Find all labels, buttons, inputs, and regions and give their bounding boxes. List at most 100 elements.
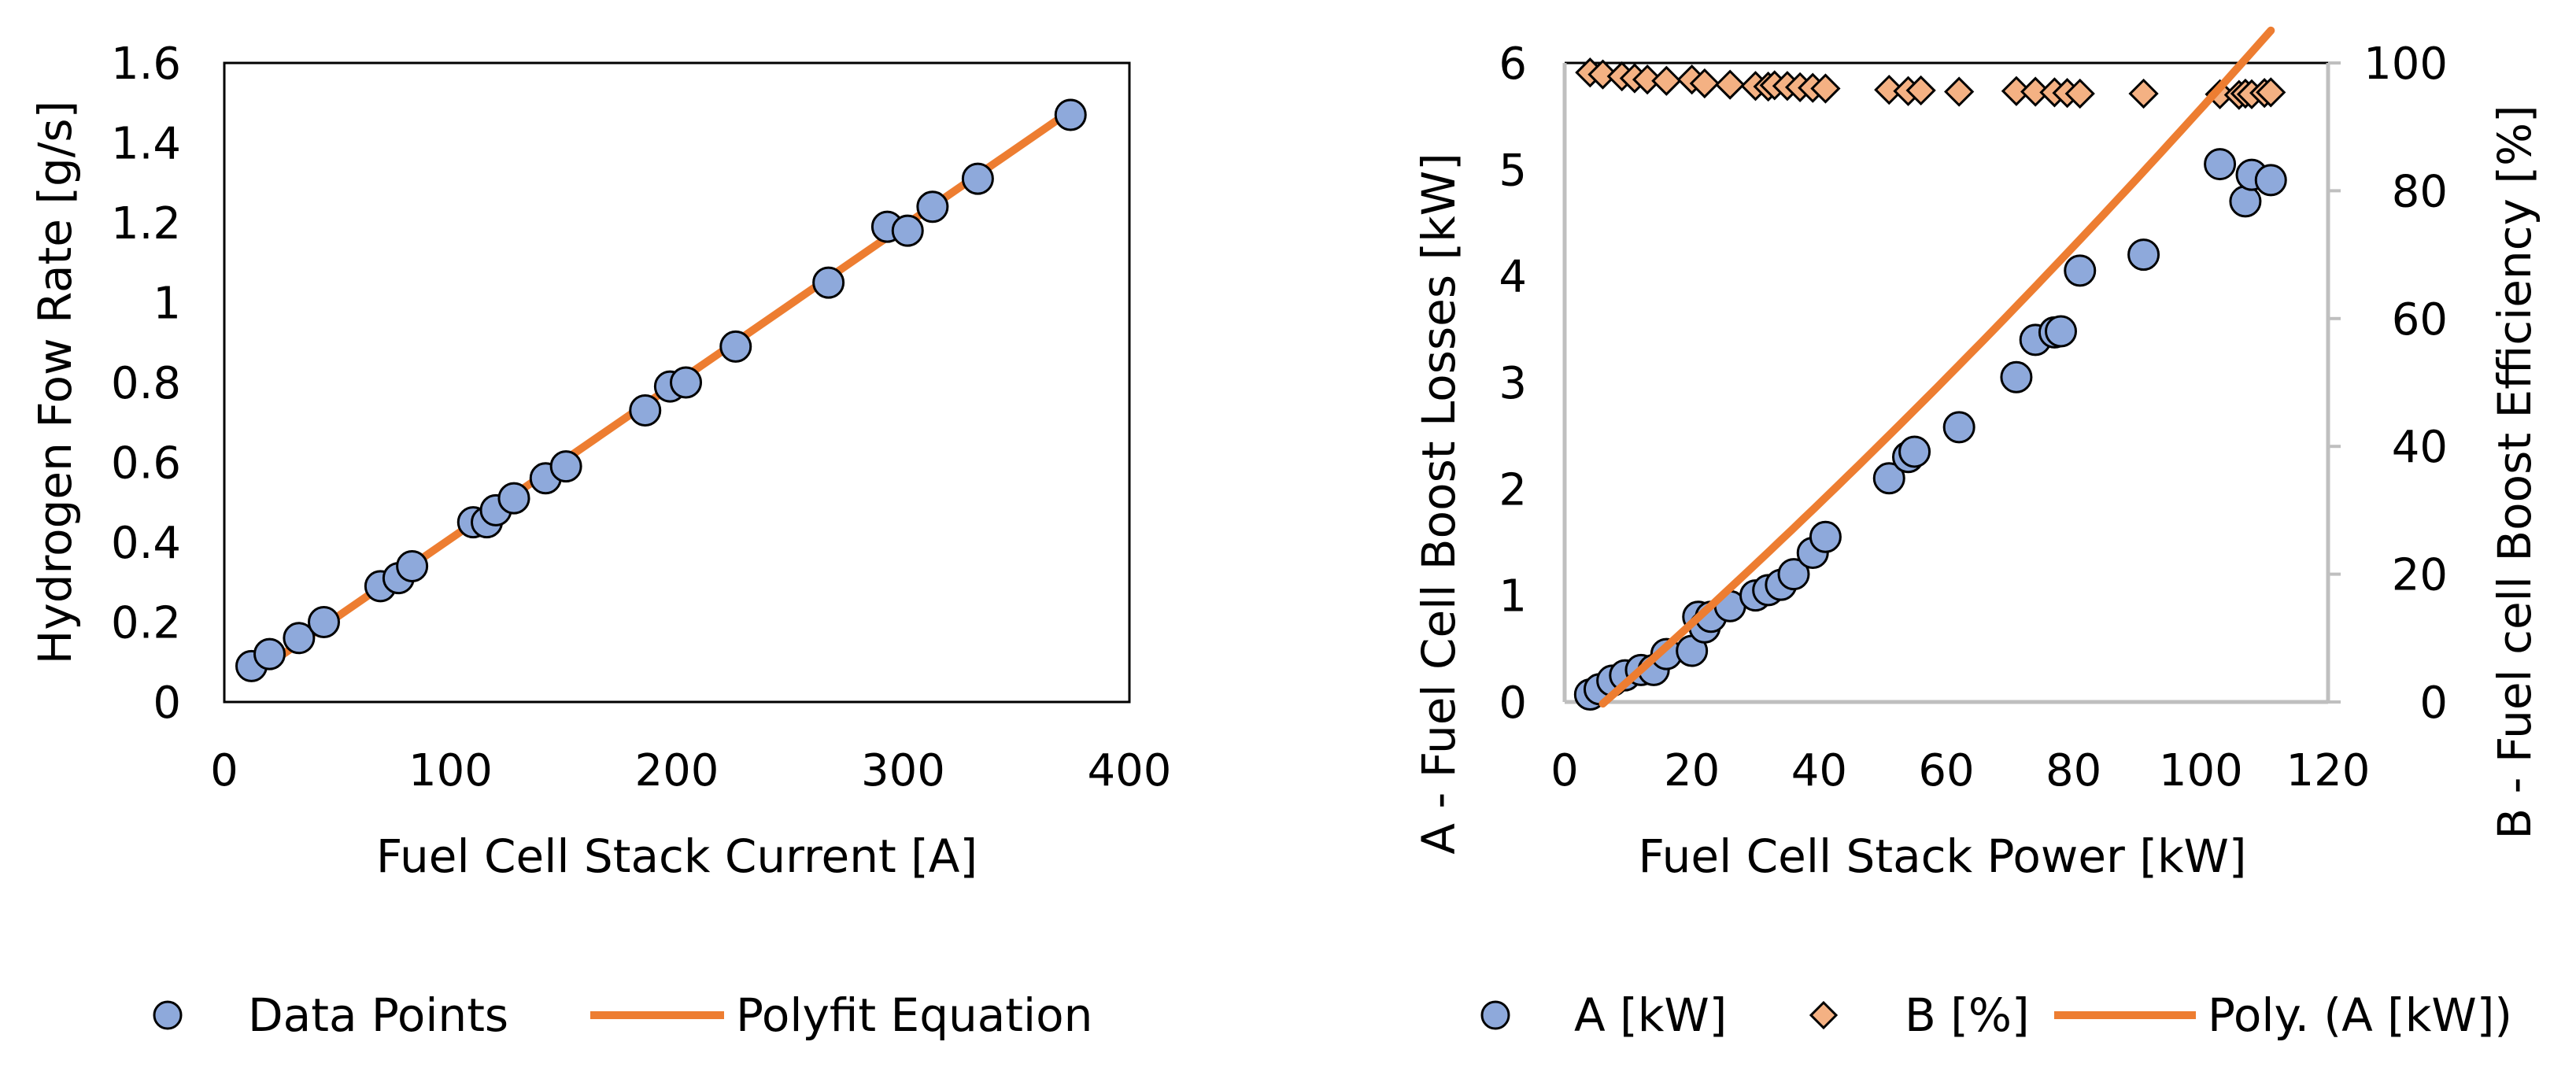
right-right-y-tick-label: 60 [2392,294,2448,345]
legend-data-points-label: Data Points [248,988,508,1042]
legend-b-marker [1809,1000,1839,1030]
right-right-y-tick-labels: 0 20 40 60 80 100 [2328,39,2448,729]
right-efficiency-diamond [1874,74,1905,105]
right-loss-point [2064,254,2097,287]
right-left-y-tick-label: 5 [1499,145,1527,196]
right-x-tick-label: 80 [2046,745,2101,796]
right-efficiency-diamonds [1575,57,2286,110]
right-efficiency-diamond [2001,76,2032,106]
right-left-y-tick-label: 3 [1499,358,1527,409]
left-data-point [497,482,530,515]
right-x-tick-labels: 0 20 40 60 80 100 120 [1550,745,2370,796]
left-x-tick-labels: 0 100 200 300 400 [210,745,1171,796]
left-legend: Data Points Polyfit Equation [153,988,1092,1042]
left-data-point [629,394,662,427]
right-efficiency-diamond [2205,79,2235,109]
legend-a-label: A [kW] [1574,988,1727,1042]
left-data-point [283,622,316,655]
right-right-y-axis-label: B - Fuel cell Boost Efficiency [%] [2488,105,2541,839]
right-right-y-tick-label: 80 [2392,166,2448,217]
left-y-tick-label: 0.8 [111,358,181,409]
left-x-tick-label: 400 [1088,745,1172,796]
right-efficiency-diamond [2128,78,2159,109]
right-x-tick-label: 0 [1550,745,1579,796]
right-left-y-tick-labels: 0 1 2 3 4 5 6 [1499,39,1527,729]
left-data-point [253,637,286,670]
legend-b-label: B [%] [1905,988,2030,1042]
right-left-y-tick-label: 4 [1499,252,1527,303]
right-right-y-tick-label: 20 [2392,550,2448,601]
left-data-point [670,366,702,399]
right-loss-points [1573,148,2287,711]
left-data-point [916,190,949,223]
right-loss-point [2127,238,2160,272]
right-x-tick-label: 20 [1664,745,1720,796]
right-efficiency-diamond [2064,78,2095,109]
left-x-tick-label: 100 [408,745,493,796]
left-y-tick-label: 0.6 [111,438,181,489]
right-loss-point [2254,164,2287,197]
right-legend: A [kW] B [%] Poly. (A [kW]) [1480,988,2512,1042]
left-y-tick-label: 0 [153,678,181,729]
right-efficiency-diamond [2256,77,2286,108]
right-poly-fit-line [1598,26,2275,708]
left-data-points [235,98,1087,682]
left-data-point [812,266,845,299]
legend-polyfit-label: Polyfit Equation [736,988,1092,1042]
right-loss-point [1777,558,1810,591]
right-loss-point [1809,520,1842,553]
legend-a-marker [1480,1000,1510,1030]
right-left-y-tick-label: 6 [1499,39,1527,90]
right-left-y-tick-label: 2 [1499,464,1527,515]
left-y-tick-label: 0.2 [111,598,181,649]
right-left-y-axis-label: A - Fuel Cell Boost Losses [kW] [1412,153,1465,854]
right-efficiency-diamond [1651,65,1682,96]
left-data-point [396,549,429,582]
right-x-tick-label: 40 [1791,745,1847,796]
legend-data-points-marker [153,1000,183,1030]
right-loss-point [2229,185,2262,218]
left-x-tick-label: 0 [210,745,238,796]
left-data-point [719,330,752,363]
left-chart: 0 0.2 0.4 0.6 0.8 1 1.2 1.4 1.6 0 100 200 300 400 Fu… [28,39,1171,883]
right-left-y-tick-label: 1 [1499,571,1527,622]
right-efficiency-diamond [1689,68,1720,99]
right-efficiency-diamond [1632,64,1663,95]
left-data-point [961,162,994,195]
right-x-tick-label: 100 [2159,745,2243,796]
left-x-tick-label: 300 [861,745,945,796]
left-y-tick-label: 1.6 [111,39,181,90]
left-data-point [549,450,582,483]
right-x-tick-label: 60 [1918,745,1974,796]
right-x-tick-label: 120 [2286,745,2371,796]
right-efficiency-diamond [1810,73,1841,104]
left-y-tick-labels: 0 0.2 0.4 0.6 0.8 1 1.2 1.4 1.6 [111,39,181,729]
left-x-tick-label: 200 [635,745,719,796]
right-efficiency-diamond [1587,59,1618,90]
right-poly-fit-group [1598,26,2275,708]
left-plot-frame [223,61,1131,704]
legend-poly-label: Poly. (A [kW]) [2208,988,2512,1042]
right-x-axis-label: Fuel Cell Stack Power [kW] [1638,829,2246,883]
right-loss-point [2045,315,2077,348]
left-x-axis-label: Fuel Cell Stack Current [A] [376,829,978,883]
right-efficiency-diamond [1715,69,1746,100]
right-loss-point [2000,360,2033,393]
left-y-axis-label: Hydrogen Fow Rate [g/s] [28,101,82,664]
right-left-y-tick-label: 0 [1499,678,1527,729]
right-loss-point [1872,462,1905,495]
left-y-tick-label: 1 [153,279,181,330]
left-data-point [891,214,924,247]
right-efficiency-diamond [1905,75,1936,106]
left-y-tick-label: 1.4 [111,119,181,170]
right-efficiency-diamond [2020,76,2051,107]
right-right-y-tick-label: 100 [2363,39,2448,90]
right-efficiency-diamond [1944,76,1975,107]
right-loss-point [1942,411,1975,444]
left-data-point [1054,98,1087,131]
left-y-tick-label: 1.2 [111,198,181,249]
left-y-tick-label: 0.4 [111,518,181,569]
right-right-y-tick-label: 40 [2392,422,2448,473]
left-data-point [308,606,340,638]
